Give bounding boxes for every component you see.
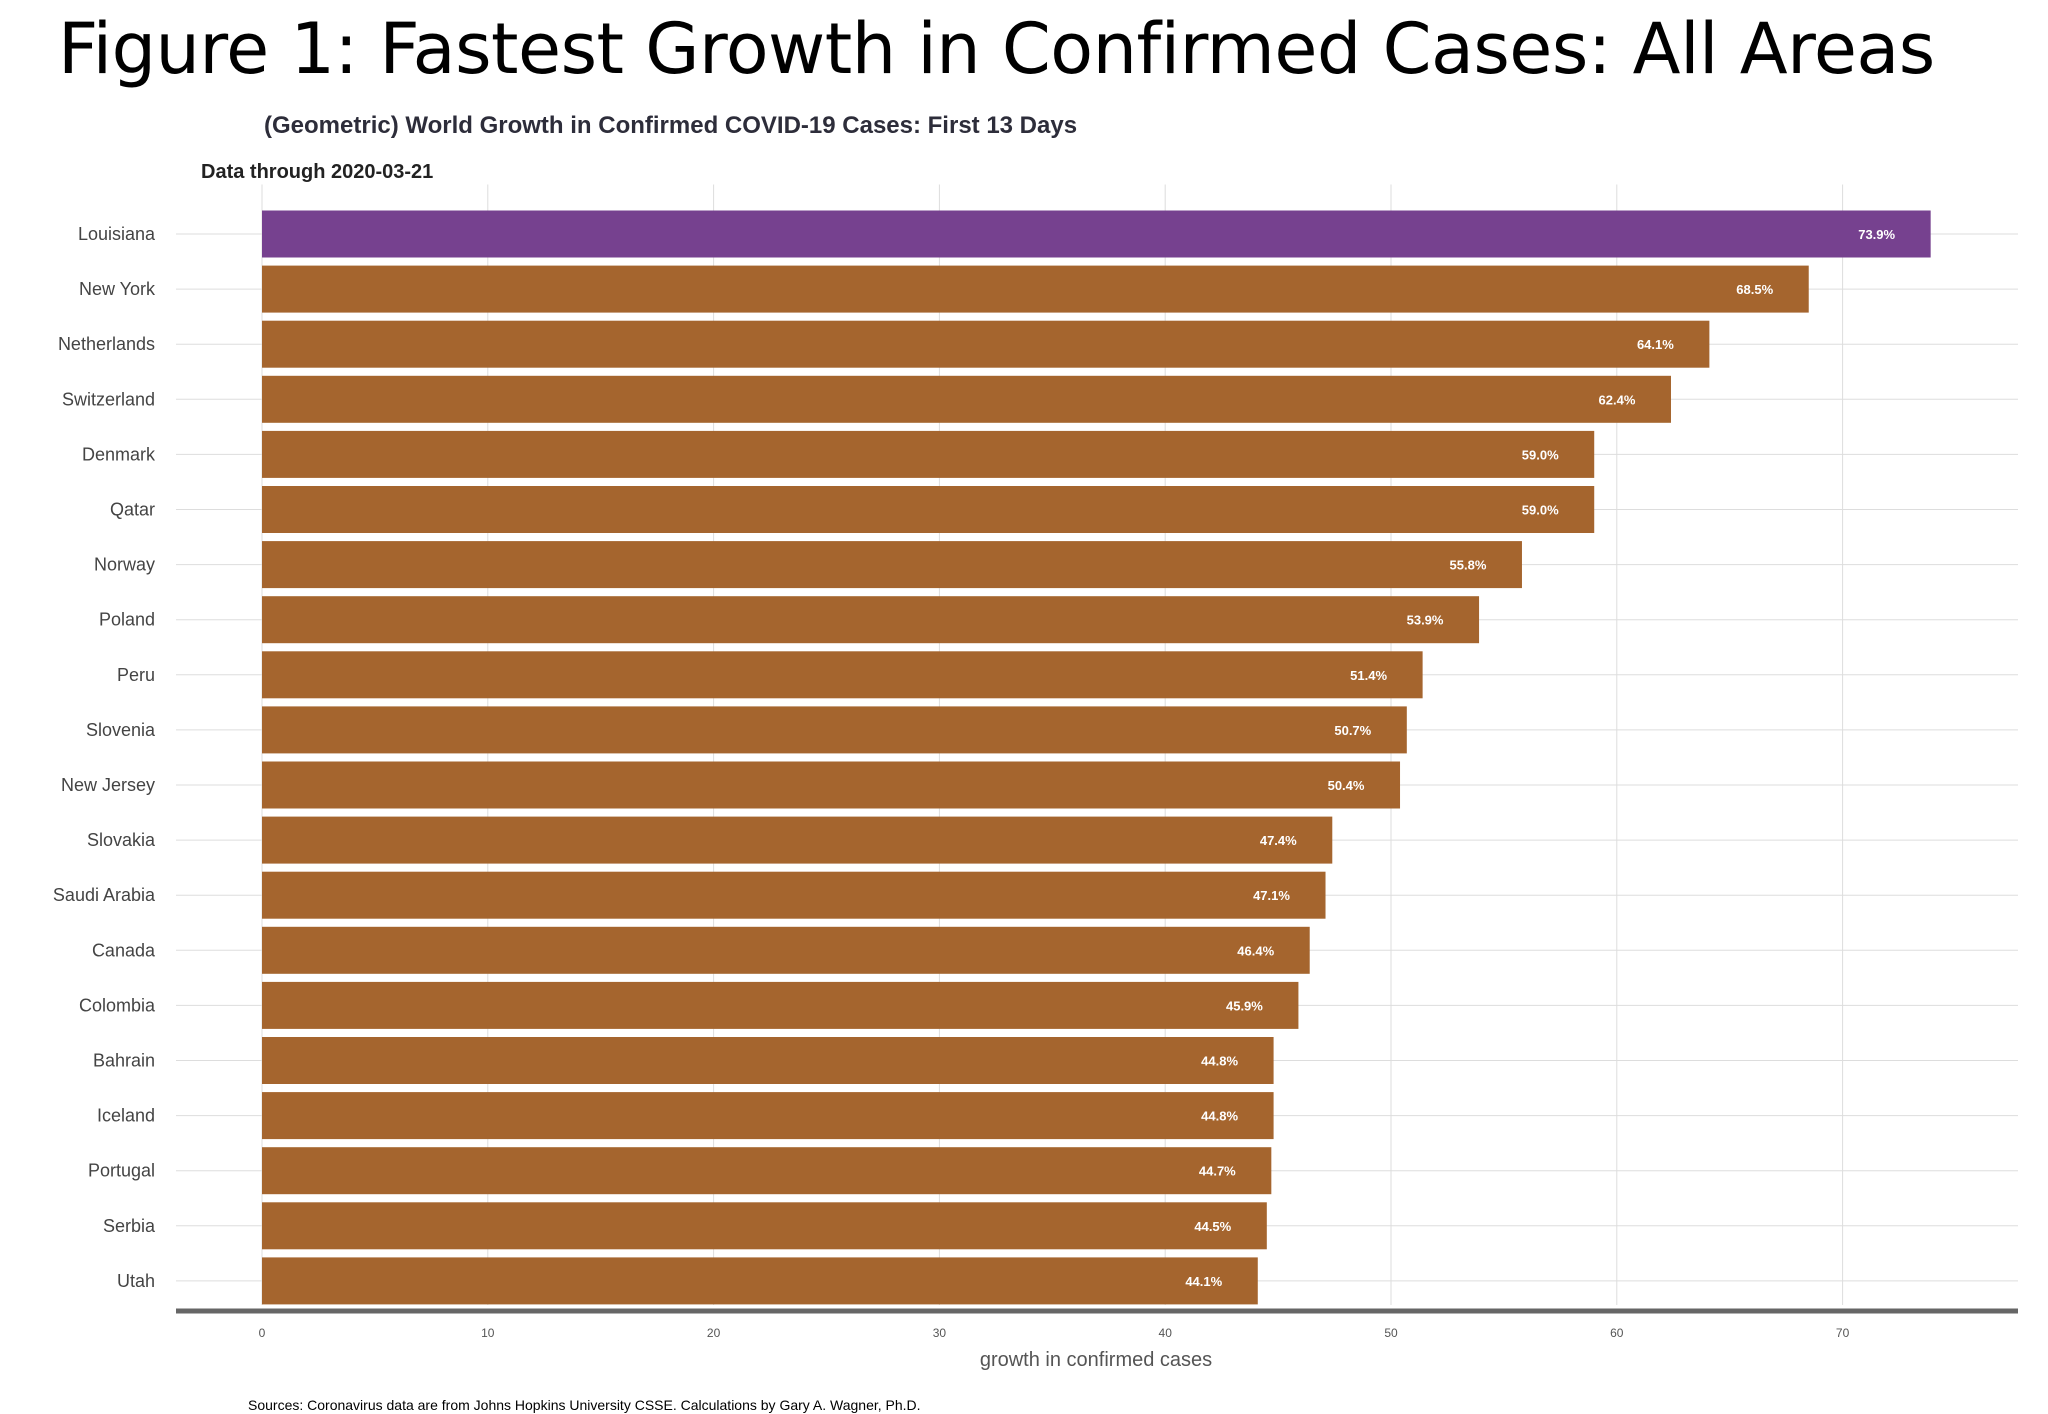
value-label: 68.5% bbox=[1736, 282, 1773, 297]
bar-iceland bbox=[262, 1092, 1274, 1140]
category-label: Norway bbox=[94, 555, 155, 575]
category-label: Colombia bbox=[79, 995, 156, 1015]
value-label: 55.8% bbox=[1450, 558, 1487, 573]
bar-switzerland bbox=[262, 375, 1671, 423]
value-label: 59.0% bbox=[1522, 447, 1559, 462]
category-label: Saudi Arabia bbox=[53, 885, 156, 905]
figure-title: Figure 1: Fastest Growth in Confirmed Ca… bbox=[58, 8, 1935, 90]
value-label: 44.8% bbox=[1201, 1109, 1238, 1124]
value-label: 47.1% bbox=[1253, 888, 1290, 903]
category-label: Bahrain bbox=[93, 1051, 155, 1071]
category-label: Peru bbox=[117, 665, 155, 685]
x-tick-label: 60 bbox=[1610, 1326, 1624, 1340]
bar-saudi-arabia bbox=[262, 871, 1326, 919]
x-tick-label: 40 bbox=[1159, 1326, 1173, 1340]
x-tick-label: 10 bbox=[481, 1326, 495, 1340]
bar-netherlands bbox=[262, 320, 1710, 368]
bar-qatar bbox=[262, 486, 1595, 533]
value-label: 46.4% bbox=[1237, 943, 1274, 958]
chart-title: (Geometric) World Growth in Confirmed CO… bbox=[264, 112, 1078, 139]
bar-colombia bbox=[262, 981, 1299, 1029]
bar-peru bbox=[262, 651, 1423, 699]
value-label: 59.0% bbox=[1522, 503, 1559, 518]
bar-utah bbox=[262, 1257, 1258, 1305]
x-axis-title: growth in confirmed cases bbox=[980, 1349, 1212, 1371]
chart-subtitle: Data through 2020-03-21 bbox=[201, 161, 434, 183]
bar-slovakia bbox=[262, 816, 1333, 864]
value-label: 47.4% bbox=[1260, 833, 1297, 848]
category-label: New Jersey bbox=[61, 775, 155, 795]
bar-bahrain bbox=[262, 1037, 1274, 1084]
bar-norway bbox=[262, 541, 1522, 589]
value-label: 44.5% bbox=[1194, 1219, 1231, 1234]
value-label: 44.8% bbox=[1201, 1054, 1238, 1069]
value-label: 51.4% bbox=[1350, 668, 1387, 683]
bar-serbia bbox=[262, 1202, 1267, 1250]
x-tick-label: 50 bbox=[1384, 1326, 1398, 1340]
category-label: Slovakia bbox=[87, 830, 156, 850]
x-tick-label: 0 bbox=[259, 1326, 266, 1340]
x-tick-label: 70 bbox=[1836, 1326, 1850, 1340]
value-label: 44.7% bbox=[1199, 1164, 1236, 1179]
bar-new-jersey bbox=[262, 761, 1401, 809]
value-label: 50.7% bbox=[1334, 723, 1371, 738]
category-label: Louisiana bbox=[78, 224, 156, 244]
bar-portugal bbox=[262, 1147, 1272, 1195]
value-label: 73.9% bbox=[1858, 227, 1895, 242]
bar-new-york bbox=[262, 265, 1809, 313]
x-tick-label: 20 bbox=[707, 1326, 721, 1340]
category-label: Netherlands bbox=[58, 334, 155, 354]
category-label: Qatar bbox=[110, 500, 155, 520]
x-tick-label: 30 bbox=[933, 1326, 947, 1340]
value-label: 50.4% bbox=[1328, 778, 1365, 793]
category-label: Utah bbox=[117, 1271, 155, 1291]
value-label: 44.1% bbox=[1185, 1274, 1222, 1289]
category-label: New York bbox=[79, 279, 156, 299]
category-label: Canada bbox=[92, 940, 156, 960]
value-label: 62.4% bbox=[1599, 392, 1636, 407]
bar-slovenia bbox=[262, 706, 1407, 754]
category-label: Serbia bbox=[103, 1216, 156, 1236]
category-label: Denmark bbox=[82, 444, 156, 464]
category-label: Slovenia bbox=[86, 720, 156, 740]
value-label: 64.1% bbox=[1637, 337, 1674, 352]
bar-canada bbox=[262, 926, 1310, 974]
bar-poland bbox=[262, 596, 1480, 644]
category-label: Portugal bbox=[88, 1161, 155, 1181]
bar-denmark bbox=[262, 430, 1595, 478]
category-label: Poland bbox=[99, 610, 155, 630]
source-note: Sources: Coronavirus data are from Johns… bbox=[248, 1397, 921, 1413]
value-label: 45.9% bbox=[1226, 998, 1263, 1013]
bar-louisiana bbox=[262, 210, 1931, 258]
category-label: Iceland bbox=[97, 1106, 155, 1126]
category-label: Switzerland bbox=[62, 389, 155, 409]
value-label: 53.9% bbox=[1407, 613, 1444, 628]
